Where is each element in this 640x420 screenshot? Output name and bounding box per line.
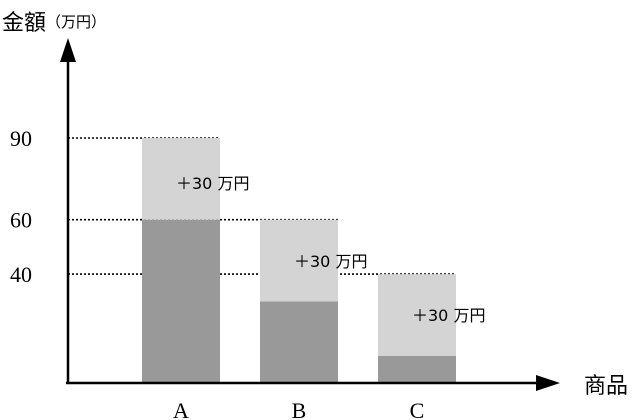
category-label-B: B — [292, 398, 307, 420]
x-axis-title: 商品 — [584, 374, 628, 399]
axes — [60, 38, 560, 391]
y-tick-label-60: 60 — [10, 208, 32, 233]
bars — [142, 138, 456, 383]
bar-C-segment-1 — [378, 355, 456, 383]
y-tick-label-90: 90 — [10, 126, 32, 151]
y-tick-label-40: 40 — [10, 262, 32, 287]
y-axis-unit: （万円） — [46, 13, 106, 31]
y-axis-title: 金額 — [2, 11, 46, 36]
labels: 金額 （万円） 商品 — [2, 11, 628, 399]
bar-A-segment-1 — [142, 219, 220, 383]
annotation-B: ＋30 万円 — [294, 252, 367, 271]
bar-B-segment-1 — [260, 301, 338, 383]
category-label-A: A — [173, 398, 189, 420]
bar-annotations: ＋30 万円 ＋30 万円 ＋30 万円 — [176, 174, 485, 325]
bar-B-segment-2 — [260, 219, 338, 302]
y-tick-labels: 90 60 40 — [10, 126, 32, 287]
category-labels: A B C — [173, 398, 424, 420]
annotation-C: ＋30 万円 — [412, 306, 485, 325]
x-axis-arrowhead — [536, 375, 560, 391]
y-axis-arrowhead — [60, 38, 76, 62]
annotation-A: ＋30 万円 — [176, 174, 249, 193]
bar-C-segment-2 — [378, 274, 456, 356]
bar-A-segment-2 — [142, 138, 220, 220]
category-label-C: C — [410, 398, 425, 420]
